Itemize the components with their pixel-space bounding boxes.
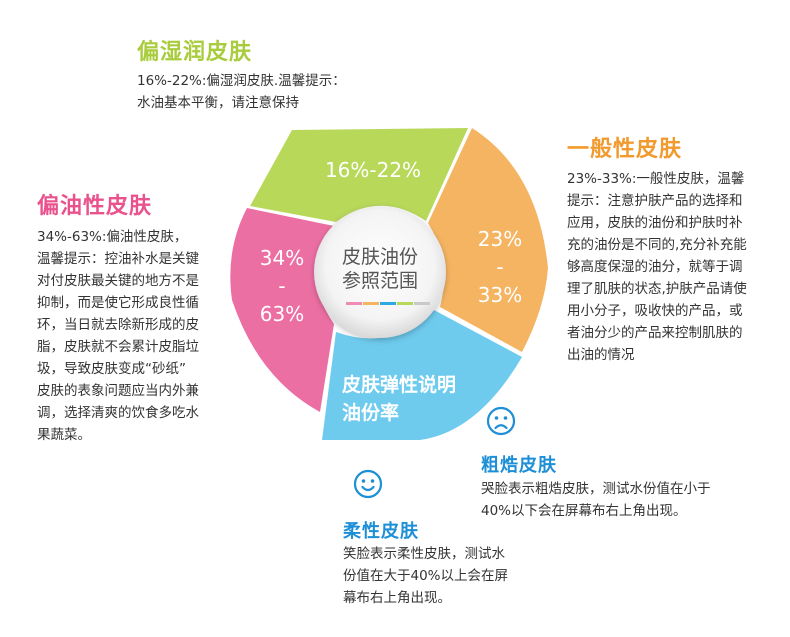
segment-label-oily-top: 34% (259, 246, 305, 270)
rough-skin-title: 粗焅皮肤 (481, 455, 557, 476)
center-title-line2: 参照范围 (341, 270, 418, 292)
center-stripe-bar (380, 302, 396, 305)
normal-skin-description: 23%-33%:一般性皮肤，温馨 提示：注意护肤产品的选择和 应用，皮肤的油份和… (567, 171, 747, 363)
segment-label-oily-bottom: 63% (259, 302, 305, 326)
segment-label-moist: 16%-22% (324, 158, 422, 182)
segment-label-normal-top: 23% (477, 227, 523, 251)
center-stripe-bar (346, 302, 362, 305)
segment-label-normal: 23% - 33% (470, 225, 530, 309)
normal-skin-title: 一般性皮肤 (567, 137, 683, 162)
soft-skin-title: 柔性皮肤 (343, 521, 419, 542)
segment-label-oily-mid: - (278, 274, 286, 298)
center-stripe-bar (397, 302, 413, 305)
segment-label-normal-mid: - (496, 255, 504, 279)
center-title-line1: 皮肤油份 (341, 246, 418, 268)
rough-skin-description: 哭脸表示粗焅皮肤，测试水份值在小于 40%以下会在屏幕布右上角出现。 (481, 481, 711, 519)
soft-skin-description: 笑脸表示柔性皮肤，测试水 份值在大于40%以上会在屏 幕布右上角出现。 (343, 546, 509, 606)
segment-label-oily: 34% - 63% (252, 244, 312, 328)
pie-segment-normal (428, 128, 548, 352)
smiley-face-icon (353, 469, 383, 499)
moist-skin-description: 16%-22%:偏湿润皮肤.温馨提示： 水油基本平衡，请注意保持 (137, 73, 346, 111)
center-stripe-bar (363, 302, 379, 305)
pie-segment-moist (250, 128, 468, 222)
center-stripe-bar (414, 302, 430, 305)
segment-label-normal-bottom: 33% (477, 283, 523, 307)
moist-skin-title: 偏湿润皮肤 (137, 40, 253, 65)
segment-label-elastic-line1: 皮肤弹性说明 (342, 374, 457, 396)
segment-label-elastic: 皮肤弹性说明 油份率 (342, 371, 492, 427)
pie-segment-elastic (322, 310, 522, 440)
center-title: 皮肤油份 参照范围 (330, 245, 430, 293)
sad-face-icon (486, 406, 516, 436)
pie-segment-oily (230, 208, 334, 412)
oily-skin-description: 34%-63%:偏油性皮肤， 温馨提示：控油补水是关键 对付皮肤最关键的地方不是… (37, 229, 199, 443)
segment-label-elastic-line2: 油份率 (342, 402, 400, 424)
center-color-stripe (346, 302, 430, 305)
oily-skin-title: 偏油性皮肤 (37, 194, 153, 219)
